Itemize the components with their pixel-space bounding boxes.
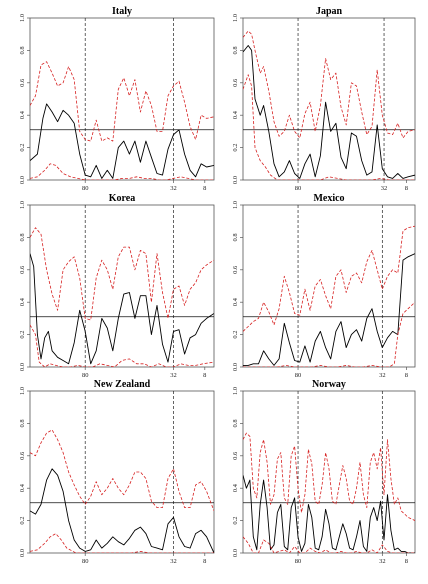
x-tick-label: 80 [82, 185, 89, 192]
x-tick-label: 80 [295, 185, 302, 192]
x-tick-label: 32 [170, 558, 177, 565]
y-tick-label: 0.6 [19, 78, 26, 87]
confidence-band-line [30, 227, 214, 321]
plot-area [30, 205, 214, 367]
y-tick-label: 0.8 [19, 46, 26, 54]
y-tick-label: 0.6 [19, 265, 26, 274]
y-tick-label: 0.6 [232, 78, 239, 87]
plot-frame [29, 204, 215, 368]
panel-title: Korea [109, 193, 135, 204]
plot-frame [242, 17, 416, 181]
y-tick-label: 0.8 [19, 419, 26, 427]
y-tick-label: 1.0 [19, 387, 26, 395]
y-tick-label: 0.2 [232, 331, 239, 339]
confidence-band-line [243, 536, 415, 553]
x-tick-label: 8 [203, 185, 206, 192]
confidence-band-line [243, 432, 415, 521]
y-tick-label: 1.0 [232, 201, 239, 209]
x-tick-label: 32 [379, 372, 386, 379]
y-tick-label: 1.0 [19, 201, 26, 209]
x-tick-label: 8 [203, 558, 206, 565]
panel-title: Italy [112, 6, 132, 17]
y-tick-label: 0.4 [19, 110, 26, 119]
panel-norway: Norway 0.0 0.2 0.4 0.6 0.8 1.0 80 32 8 [232, 379, 416, 565]
panel-korea: Korea 0.0 0.2 0.4 0.6 0.8 1.0 80 32 8 [19, 193, 215, 379]
panel-title: Norway [312, 379, 346, 390]
x-tick-label: 80 [82, 372, 89, 379]
y-tick-label: 0.2 [19, 144, 26, 152]
panel-italy: Italy 0.0 0.2 0.4 0.6 0.8 1.0 80 32 8 [19, 6, 215, 192]
plot-area [243, 18, 415, 180]
x-tick-label: 32 [170, 372, 177, 379]
y-tick-label: 0.4 [232, 297, 239, 306]
y-tick-label: 0.0 [19, 176, 26, 184]
y-tick-label: 0.0 [19, 549, 26, 557]
x-tick-label: 8 [405, 372, 408, 379]
x-tick-label: 8 [405, 185, 408, 192]
y-tick-label: 1.0 [19, 14, 26, 22]
probability-line [243, 475, 415, 553]
x-tick-label: 32 [381, 185, 388, 192]
plot-area [30, 391, 214, 553]
y-tick-label: 0.2 [232, 517, 239, 525]
plot-frame [29, 17, 215, 181]
y-tick-label: 0.2 [232, 144, 239, 152]
probability-line [30, 253, 214, 365]
confidence-band-line [30, 324, 214, 367]
y-tick-label: 0.4 [232, 483, 239, 492]
panel-title: Mexico [313, 193, 344, 204]
x-tick-label: 32 [379, 558, 386, 565]
y-tick-label: 0.6 [19, 451, 26, 460]
panel-title: New Zealand [94, 379, 151, 390]
y-tick-label: 0.8 [232, 419, 239, 427]
y-tick-label: 0.4 [19, 297, 26, 306]
probability-line [30, 103, 214, 179]
plot-frame [29, 390, 215, 554]
y-tick-label: 0.0 [232, 363, 239, 371]
y-tick-label: 0.6 [232, 451, 239, 460]
x-tick-label: 8 [405, 558, 408, 565]
plot-area [243, 205, 415, 367]
confidence-band-line [243, 30, 415, 139]
y-tick-label: 0.8 [232, 233, 239, 241]
confidence-band-line [243, 301, 415, 367]
y-tick-label: 0.8 [232, 46, 239, 54]
x-tick-label: 80 [295, 372, 302, 379]
panel-new-zealand: New Zealand 0.0 0.2 0.4 0.6 0.8 1.0 80 32 8 [19, 379, 215, 565]
plot-frame [242, 390, 416, 554]
confidence-band-line [30, 429, 214, 512]
y-tick-label: 0.4 [232, 110, 239, 119]
panel-title: Japan [316, 6, 343, 17]
x-tick-label: 32 [170, 185, 177, 192]
y-tick-label: 0.8 [19, 233, 26, 241]
confidence-band-line [243, 225, 415, 332]
confidence-band-line [30, 533, 214, 553]
confidence-band-line [30, 61, 214, 142]
y-tick-label: 0.2 [19, 517, 26, 525]
y-tick-label: 0.4 [19, 483, 26, 492]
y-tick-label: 0.2 [19, 331, 26, 339]
probability-line [243, 45, 415, 179]
y-tick-label: 1.0 [232, 14, 239, 22]
panel-japan: Japan 0.0 0.2 0.4 0.6 0.8 1.0 80 32 8 [232, 6, 416, 192]
y-tick-label: 0.0 [19, 363, 26, 371]
probability-line [30, 468, 214, 553]
probability-line [243, 253, 415, 366]
x-tick-label: 80 [82, 558, 89, 565]
confidence-band-line [30, 163, 214, 180]
plot-area [243, 391, 415, 553]
y-tick-label: 0.6 [232, 265, 239, 274]
plot-frame [242, 204, 416, 368]
x-tick-label: 80 [295, 558, 302, 565]
plot-area [30, 18, 214, 180]
x-tick-label: 8 [203, 372, 206, 379]
y-tick-label: 1.0 [232, 387, 239, 395]
y-tick-label: 0.0 [232, 176, 239, 184]
y-tick-label: 0.0 [232, 549, 239, 557]
panel-mexico: Mexico 0.0 0.2 0.4 0.6 0.8 1.0 80 32 8 [232, 193, 416, 379]
